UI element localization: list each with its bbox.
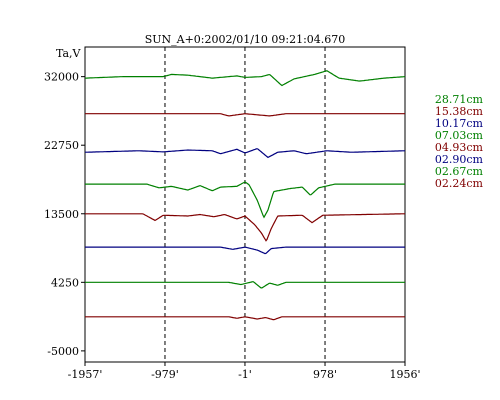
y-tick-label: 13500: [44, 208, 79, 221]
x-tick-label: -1957': [68, 368, 103, 381]
legend-item: 04.93cm: [435, 141, 484, 154]
x-axis: -1957' -979' -1' 978' 1956': [68, 362, 421, 381]
y-axis-label: Ta,V: [56, 47, 82, 60]
x-tick-label: -979': [151, 368, 179, 381]
y-tick-label: -5000: [47, 345, 79, 358]
x-tick-label: 1956': [389, 368, 420, 381]
series-line: [85, 181, 405, 219]
series-line: [85, 70, 406, 87]
legend-item: 02.67cm: [435, 165, 484, 178]
legend-item: 28.71cm: [435, 93, 484, 106]
chart-title: SUN_A+0:2002/01/10 09:21:04.670: [145, 33, 346, 46]
x-tick-label: 978': [313, 368, 337, 381]
series-line: [85, 213, 405, 242]
legend-item: 02.90cm: [435, 153, 484, 166]
legend-item: 10.17cm: [435, 117, 484, 130]
legend-item: 07.03cm: [435, 129, 484, 142]
y-tick-label: 32000: [44, 71, 79, 84]
series-lines: [85, 70, 406, 321]
series-line: [85, 280, 405, 289]
y-axis: -5000 4250 13500 22750 32000: [44, 71, 85, 358]
series-line: [85, 316, 405, 321]
reference-lines: [164, 47, 326, 362]
series-line: [85, 246, 405, 255]
series-line: [85, 148, 405, 159]
legend-item: 02.24cm: [435, 177, 484, 190]
y-tick-label: 22750: [44, 139, 79, 152]
legend-item: 15.38cm: [435, 105, 484, 118]
legend: 28.71cm15.38cm10.17cm07.03cm04.93cm02.90…: [435, 93, 484, 190]
y-tick-label: 4250: [51, 276, 79, 289]
x-tick-label: -1': [238, 368, 252, 381]
series-line: [85, 113, 405, 117]
